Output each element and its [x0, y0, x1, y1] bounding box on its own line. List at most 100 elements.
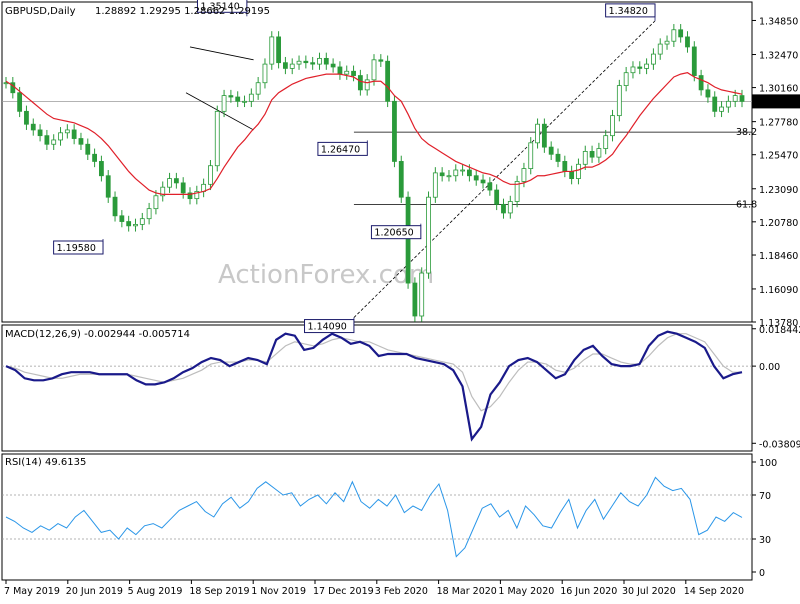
candle-body: [71, 129, 77, 139]
current-price-tag: [752, 94, 800, 109]
candle-body: [426, 196, 431, 274]
price-callout-label: 1.14090: [308, 322, 347, 333]
candle-body: [412, 282, 418, 317]
candle-body: [678, 29, 684, 38]
candle-body: [119, 215, 125, 222]
price-callout-box: [605, 3, 656, 18]
candle-body: [99, 161, 104, 177]
candle-body: [351, 70, 356, 76]
candle-body: [378, 59, 384, 62]
candle-body: [651, 53, 656, 65]
price-callout-box: [53, 240, 104, 255]
candle-body: [705, 89, 711, 98]
date-tick-label: 3 Feb 2020: [375, 586, 428, 597]
price-callout-box: [317, 141, 368, 156]
candle-body: [473, 175, 479, 181]
price-callout-label: 1.20650: [374, 228, 413, 239]
candle-body: [616, 85, 622, 117]
price-y-tick-label: 1.32470: [759, 51, 798, 62]
macd-title: MACD(12,26,9) -0.002944 -0.005714: [5, 329, 190, 340]
watermark: ActionForex.com: [218, 260, 434, 290]
candle-body: [105, 175, 111, 198]
candle-body: [569, 171, 575, 180]
candle-body: [548, 146, 554, 155]
candle-body: [262, 63, 268, 84]
candle-body: [133, 223, 138, 227]
date-tick-label: 1 Nov 2019: [251, 586, 306, 597]
candle-body: [698, 75, 704, 91]
candle-body: [289, 63, 295, 69]
candle-body: [242, 100, 247, 103]
candle-body: [644, 63, 649, 69]
price-y-tick-label: 1.30160: [759, 84, 798, 95]
candle-body: [51, 139, 57, 145]
candle-body: [691, 46, 697, 76]
candle-body: [139, 218, 145, 225]
macd-y-tick-label: 0.00: [759, 362, 780, 373]
candle-body: [671, 29, 677, 42]
candle-body: [167, 178, 172, 188]
candle-body: [44, 135, 50, 145]
candle-body: [310, 62, 316, 65]
price-y-tick-label: 1.23090: [759, 185, 798, 196]
candle-body: [24, 110, 29, 125]
price-y-tick-label: 1.27780: [759, 118, 798, 129]
candle-body: [610, 115, 615, 137]
price-y-tick-label: 1.34850: [759, 16, 798, 27]
price-reference-lines: [2, 20, 752, 318]
candle-body: [255, 82, 261, 95]
candle-body: [480, 179, 486, 184]
candle-body: [283, 62, 288, 69]
fib-label: 61.8: [736, 200, 757, 211]
candle-body: [630, 66, 636, 74]
date-tick-label: 14 Sep 2020: [684, 586, 744, 597]
candle-body: [357, 75, 363, 91]
candle-body: [269, 36, 275, 65]
fib-label: 38.2: [736, 127, 757, 138]
candle-body: [146, 208, 152, 220]
candle-body: [37, 129, 43, 137]
date-tick-label: 1 May 2020: [498, 586, 554, 597]
candle-body: [487, 182, 493, 191]
macd-y-tick-label: -0.038095: [759, 439, 800, 450]
candle-body: [208, 165, 213, 185]
price-y-tick-label: 1.16090: [759, 285, 798, 296]
candle-body: [303, 60, 309, 64]
candle-body: [685, 36, 690, 48]
rsi-y-tick-label: 0: [759, 568, 765, 579]
candle-body: [501, 203, 506, 214]
candle-body: [344, 70, 350, 75]
date-tick-label: 5 Aug 2019: [128, 586, 183, 597]
candle-body: [180, 182, 186, 194]
rsi-level-lines: [2, 494, 752, 540]
date-axis: 7 May 2019 20 Jun 2019 5 Aug 2019 18 Sep 20…: [4, 580, 744, 597]
candle-body: [85, 143, 91, 155]
price-callout-box: [370, 225, 422, 240]
candle-body: [453, 169, 459, 177]
price-candles: [3, 24, 745, 322]
date-tick-label: 20 Jun 2019: [66, 586, 123, 597]
price-callout-label: 1.34820: [609, 6, 648, 17]
channel-upper: [189, 46, 254, 61]
price-y-tick-label: 1.25470: [759, 151, 798, 162]
candle-body: [719, 106, 724, 112]
candle-body: [392, 100, 397, 162]
candle-body: [494, 189, 500, 205]
candle-body: [596, 148, 602, 158]
candle-body: [276, 36, 281, 64]
candle-body: [235, 96, 241, 102]
date-tick-label: 18 Mar 2020: [437, 586, 497, 597]
rsi-y-tick-label: 30: [759, 535, 771, 546]
candle-body: [330, 63, 336, 68]
candle-body: [173, 178, 179, 184]
candle-body: [555, 153, 561, 162]
candle-body: [528, 142, 534, 169]
macd-lines: [5, 330, 743, 442]
candle-body: [637, 66, 643, 69]
candle-body: [576, 163, 581, 180]
rsi-panel: 100 70 30 0 RSI(14) 49.6135: [2, 457, 777, 579]
rsi-title: RSI(14) 49.6135: [5, 457, 86, 468]
